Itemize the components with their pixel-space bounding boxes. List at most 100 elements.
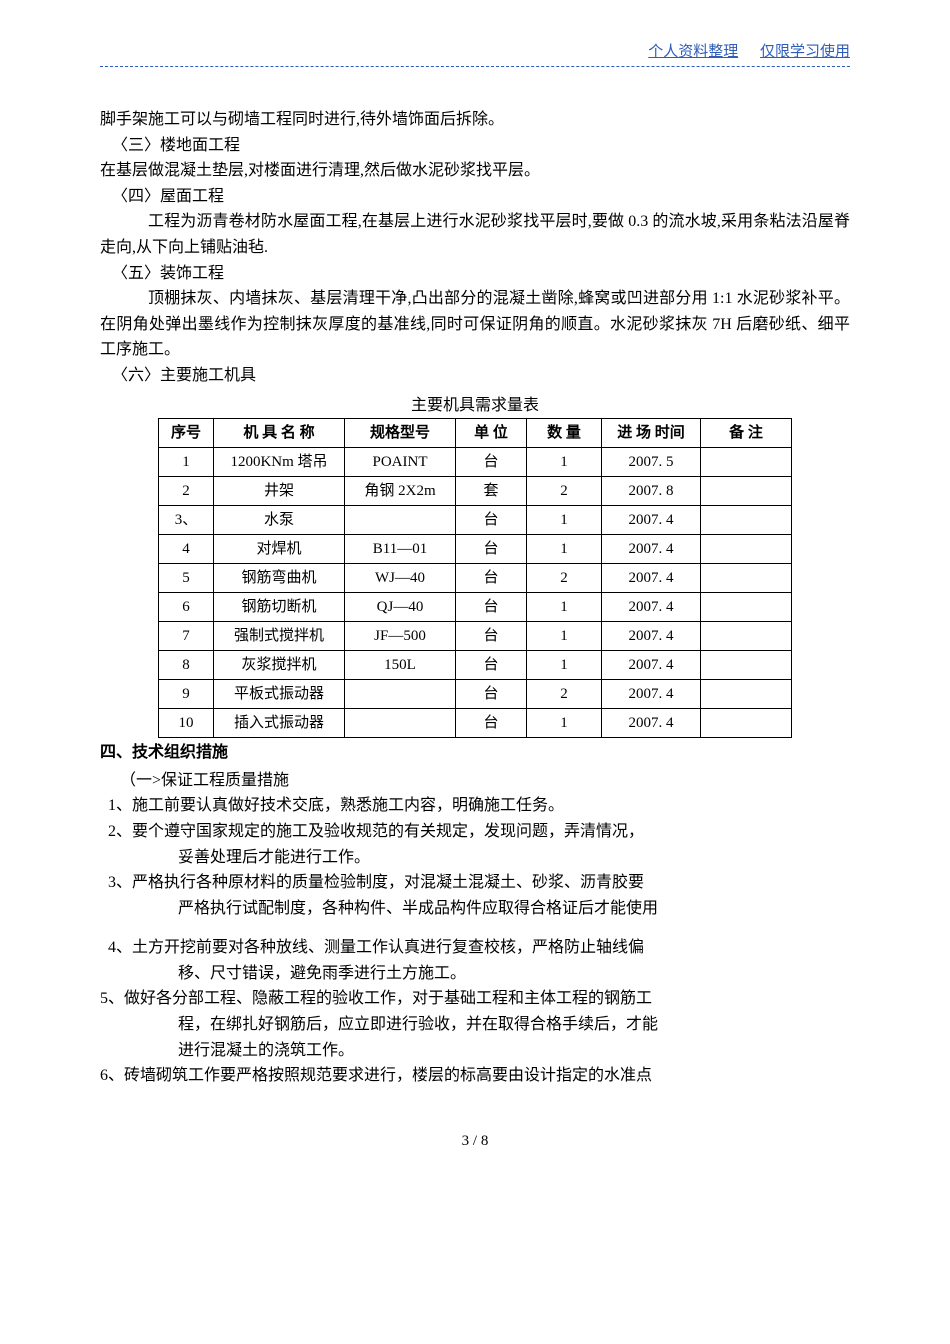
cell-time: 2007. 4 xyxy=(602,506,701,535)
cell-name: 强制式搅拌机 xyxy=(214,622,345,651)
cell-note xyxy=(701,709,792,738)
cell-note xyxy=(701,506,792,535)
cell-qty: 1 xyxy=(527,593,602,622)
item-3b: 严格执行试配制度，各种构件、半成品构件应取得合格证后才能使用 xyxy=(178,896,850,922)
cell-seq: 7 xyxy=(159,622,214,651)
table-row: 11200KNm 塔吊POAINT台12007. 5 xyxy=(159,448,792,477)
cell-time: 2007. 4 xyxy=(602,680,701,709)
cell-qty: 1 xyxy=(527,448,602,477)
cell-time: 2007. 4 xyxy=(602,709,701,738)
th-note: 备 注 xyxy=(701,419,792,448)
cell-spec xyxy=(345,680,456,709)
page-header: 个人资料整理 仅限学习使用 xyxy=(100,40,850,67)
section-6-title: 〈六〉主要施工机具 xyxy=(112,363,850,389)
cell-note xyxy=(701,448,792,477)
cell-note xyxy=(701,535,792,564)
cell-spec: 150L xyxy=(345,651,456,680)
section-3-title: 〈三〉楼地面工程 xyxy=(112,133,850,159)
cell-unit: 套 xyxy=(456,477,527,506)
section4-title: 四、技术组织措施 xyxy=(100,740,850,766)
cell-qty: 1 xyxy=(527,622,602,651)
cell-spec: JF—500 xyxy=(345,622,456,651)
section-5-body: 顶棚抹灰、内墙抹灰、基层清理干净,凸出部分的混凝土凿除,蜂窝或凹进部分用 1:1… xyxy=(100,286,850,363)
section4-sub1: （一>保证工程质量措施 xyxy=(120,768,850,794)
item-1: 1、施工前要认真做好技术交底，熟悉施工内容，明确施工任务。 xyxy=(108,793,850,819)
cell-time: 2007. 4 xyxy=(602,593,701,622)
cell-note xyxy=(701,680,792,709)
table-row: 4对焊机B11—01台12007. 4 xyxy=(159,535,792,564)
cell-time: 2007. 4 xyxy=(602,622,701,651)
cell-unit: 台 xyxy=(456,564,527,593)
cell-time: 2007. 4 xyxy=(602,564,701,593)
table-row: 10插入式振动器台12007. 4 xyxy=(159,709,792,738)
section-5-title: 〈五〉装饰工程 xyxy=(112,261,850,287)
header-right: 仅限学习使用 xyxy=(742,44,850,60)
table-body: 11200KNm 塔吊POAINT台12007. 52井架角钢 2X2m套220… xyxy=(159,448,792,738)
cell-name: 钢筋弯曲机 xyxy=(214,564,345,593)
th-unit: 单 位 xyxy=(456,419,527,448)
cell-unit: 台 xyxy=(456,622,527,651)
equipment-table: 序号 机 具 名 称 规格型号 单 位 数 量 进 场 时间 备 注 11200… xyxy=(158,418,792,738)
cell-note xyxy=(701,651,792,680)
cell-spec: POAINT xyxy=(345,448,456,477)
cell-seq: 2 xyxy=(159,477,214,506)
cell-name: 插入式振动器 xyxy=(214,709,345,738)
section-4-title: 〈四〉屋面工程 xyxy=(112,184,850,210)
cell-time: 2007. 8 xyxy=(602,477,701,506)
th-name: 机 具 名 称 xyxy=(214,419,345,448)
table-row: 9平板式振动器台22007. 4 xyxy=(159,680,792,709)
header-left: 个人资料整理 xyxy=(630,44,738,60)
table-row: 7强制式搅拌机JF—500台12007. 4 xyxy=(159,622,792,651)
cell-qty: 1 xyxy=(527,535,602,564)
cell-unit: 台 xyxy=(456,535,527,564)
cell-seq: 4 xyxy=(159,535,214,564)
cell-name: 钢筋切断机 xyxy=(214,593,345,622)
cell-unit: 台 xyxy=(456,651,527,680)
cell-seq: 5 xyxy=(159,564,214,593)
item-4: 4、土方开挖前要对各种放线、测量工作认真进行复查校核，严格防止轴线偏 xyxy=(108,935,850,961)
item-2: 2、要个遵守国家规定的施工及验收规范的有关规定，发现问题，弄清情况， xyxy=(108,819,850,845)
cell-name: 平板式振动器 xyxy=(214,680,345,709)
table-row: 3、水泵台12007. 4 xyxy=(159,506,792,535)
cell-name: 井架 xyxy=(214,477,345,506)
item-5c: 进行混凝土的浇筑工作。 xyxy=(178,1038,850,1064)
table-row: 8灰浆搅拌机150L台12007. 4 xyxy=(159,651,792,680)
cell-seq: 9 xyxy=(159,680,214,709)
table-row: 2井架角钢 2X2m套22007. 8 xyxy=(159,477,792,506)
cell-note xyxy=(701,622,792,651)
table-title: 主要机具需求量表 xyxy=(100,393,850,419)
page-footer: 3 / 8 xyxy=(100,1129,850,1153)
cell-unit: 台 xyxy=(456,593,527,622)
cell-unit: 台 xyxy=(456,448,527,477)
cell-time: 2007. 4 xyxy=(602,651,701,680)
cell-time: 2007. 4 xyxy=(602,535,701,564)
item-5b: 程，在绑扎好钢筋后，应立即进行验收，并在取得合格手续后，才能 xyxy=(178,1012,850,1038)
cell-seq: 10 xyxy=(159,709,214,738)
cell-spec: WJ—40 xyxy=(345,564,456,593)
th-seq: 序号 xyxy=(159,419,214,448)
paragraph-scaffold: 脚手架施工可以与砌墙工程同时进行,待外墙饰面后拆除。 xyxy=(100,107,850,133)
th-time: 进 场 时间 xyxy=(602,419,701,448)
cell-seq: 6 xyxy=(159,593,214,622)
cell-qty: 2 xyxy=(527,564,602,593)
th-qty: 数 量 xyxy=(527,419,602,448)
cell-qty: 1 xyxy=(527,651,602,680)
cell-name: 水泵 xyxy=(214,506,345,535)
cell-seq: 3、 xyxy=(159,506,214,535)
cell-name: 1200KNm 塔吊 xyxy=(214,448,345,477)
item-6: 6、砖墙砌筑工作要严格按照规范要求进行，楼层的标高要由设计指定的水准点 xyxy=(100,1063,850,1089)
cell-qty: 2 xyxy=(527,477,602,506)
table-header-row: 序号 机 具 名 称 规格型号 单 位 数 量 进 场 时间 备 注 xyxy=(159,419,792,448)
cell-name: 灰浆搅拌机 xyxy=(214,651,345,680)
cell-note xyxy=(701,477,792,506)
table-row: 6钢筋切断机QJ—40台12007. 4 xyxy=(159,593,792,622)
section-4-body: 工程为沥青卷材防水屋面工程,在基层上进行水泥砂浆找平层时,要做 0.3 的流水坡… xyxy=(100,209,850,260)
cell-seq: 8 xyxy=(159,651,214,680)
cell-spec: 角钢 2X2m xyxy=(345,477,456,506)
th-spec: 规格型号 xyxy=(345,419,456,448)
cell-unit: 台 xyxy=(456,709,527,738)
cell-seq: 1 xyxy=(159,448,214,477)
cell-qty: 1 xyxy=(527,506,602,535)
cell-spec: B11—01 xyxy=(345,535,456,564)
table-row: 5钢筋弯曲机WJ—40台22007. 4 xyxy=(159,564,792,593)
